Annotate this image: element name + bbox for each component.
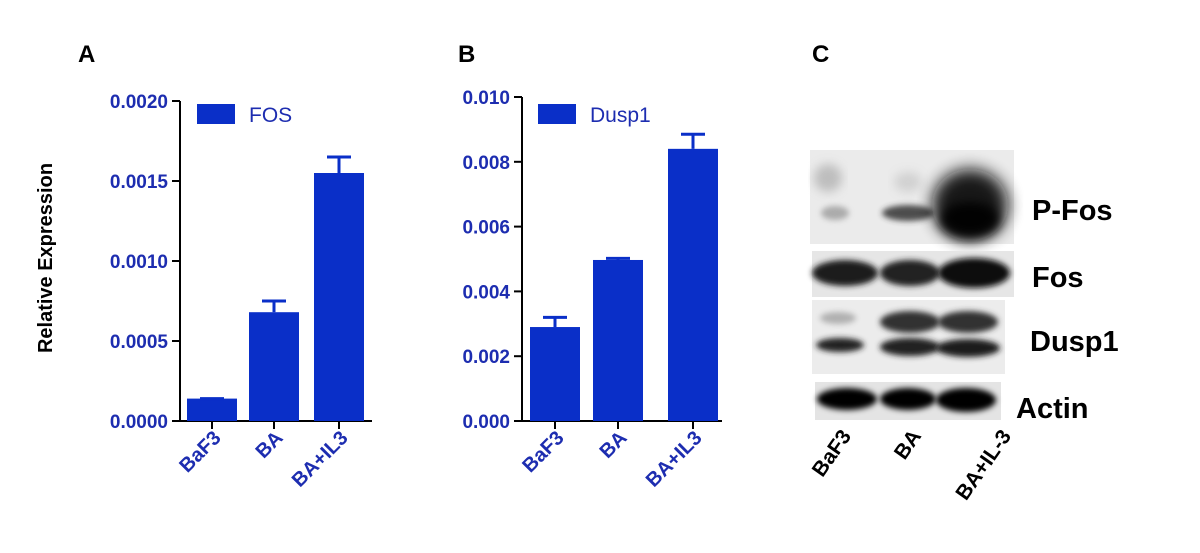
chart-a-category-label: BaF3 xyxy=(175,427,225,477)
chart-b-y-tick-label: 0.004 xyxy=(462,282,510,303)
chart-b-category-label: BaF3 xyxy=(518,427,568,477)
chart-b-legend-label: Dusp1 xyxy=(590,104,651,127)
blot-strip-actin xyxy=(815,382,1001,420)
chart-a-category-label: BA+IL3 xyxy=(288,427,353,492)
band-label-actin: Actin xyxy=(1016,393,1089,425)
lane-label-baf3: BaF3 xyxy=(808,426,856,481)
chart-b-bar xyxy=(530,327,580,421)
chart-a-legend-label: FOS xyxy=(249,104,292,127)
chart-a-y-tick-label: 0.0000 xyxy=(110,412,168,433)
y-axis-label-a: Relative Expression xyxy=(35,163,57,353)
chart-b-bar xyxy=(668,148,718,421)
blot-strip-p-fos xyxy=(810,150,1014,244)
lane-label-ba-il3: BA+IL-3 xyxy=(951,426,1016,505)
chart-b-y-tick-label: 0.006 xyxy=(462,218,510,239)
chart-b-bar xyxy=(593,259,643,421)
band-label-fos: Fos xyxy=(1032,262,1084,294)
chart-b: 0.000 0.002 0.004 0.006 0.008 0.010 BaF3 BA BA+I… xyxy=(462,88,722,492)
chart-a-bar xyxy=(187,398,237,421)
chart-b-y-tick-label: 0.000 xyxy=(462,412,510,433)
blot-strip-fos xyxy=(812,251,1014,297)
chart-a: Relative Expression 0.0000 0.0005 0.0010 0.… xyxy=(35,92,372,492)
lane-label-ba: BA xyxy=(890,426,926,464)
chart-a-y-tick-label: 0.0005 xyxy=(110,332,169,353)
western-blot: P-Fos Fos Dusp1 Actin BaF3 BA BA+IL-3 xyxy=(808,150,1119,504)
chart-a-bar xyxy=(249,312,299,421)
chart-b-legend-swatch xyxy=(538,104,576,124)
chart-b-category-label: BA+IL3 xyxy=(642,427,707,492)
chart-a-legend-swatch xyxy=(197,104,235,124)
chart-a-y-tick-label: 0.0020 xyxy=(110,92,168,113)
band-label-dusp1: Dusp1 xyxy=(1030,326,1119,358)
chart-b-y-tick-label: 0.002 xyxy=(462,347,510,368)
chart-a-y-tick-label: 0.0015 xyxy=(110,172,169,193)
chart-b-y-tick-label: 0.008 xyxy=(462,153,510,174)
chart-a-category-label: BA xyxy=(252,427,288,463)
chart-b-y-tick-label: 0.010 xyxy=(462,88,510,109)
panel-letter-a: A xyxy=(78,41,95,68)
panel-letter-b: B xyxy=(458,41,475,68)
chart-a-bar xyxy=(314,173,364,421)
chart-a-y-tick-label: 0.0010 xyxy=(110,252,168,273)
panel-letter-c: C xyxy=(812,41,829,68)
chart-b-category-label: BA xyxy=(596,427,632,463)
blot-strip-dusp1 xyxy=(812,300,1005,374)
band-label-p-fos: P-Fos xyxy=(1032,195,1113,227)
